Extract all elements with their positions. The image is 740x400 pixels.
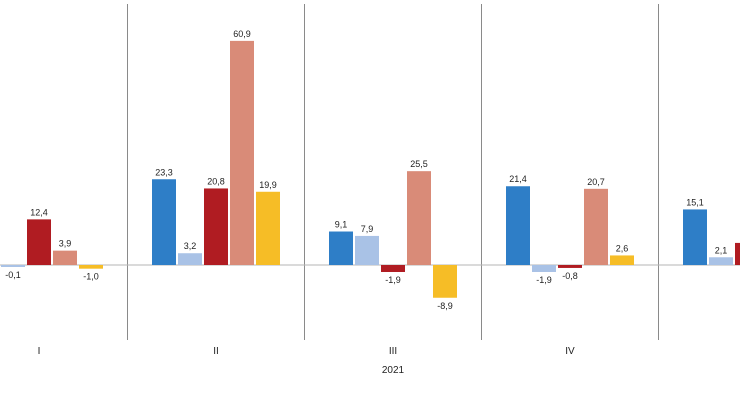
category-labels-layer: IIIIIIIVY xyxy=(38,346,575,357)
data-label: -1,9 xyxy=(536,275,552,285)
bar xyxy=(152,179,176,265)
data-label: 3,2 xyxy=(184,241,197,251)
bar xyxy=(584,188,608,265)
data-label: -1,0 xyxy=(83,272,99,282)
data-label: 20,8 xyxy=(207,176,225,186)
category-label: IV xyxy=(565,346,575,357)
data-label: 7,9 xyxy=(361,224,374,234)
data-label: -1,9 xyxy=(385,275,401,285)
bar xyxy=(178,253,202,265)
data-label: -8,9 xyxy=(437,301,453,311)
bar xyxy=(506,186,530,265)
group-separators xyxy=(127,4,659,340)
data-label: 21,4 xyxy=(509,174,527,184)
bar xyxy=(204,188,228,265)
bar xyxy=(230,40,254,265)
data-label: -0,1 xyxy=(5,270,21,280)
data-label: 2,1 xyxy=(715,245,728,255)
bar xyxy=(79,265,103,269)
data-label: 20,7 xyxy=(587,177,605,187)
bar xyxy=(381,265,405,272)
bar xyxy=(355,235,379,265)
category-label: III xyxy=(389,346,397,357)
data-label: 3,9 xyxy=(59,239,72,249)
bar xyxy=(1,265,25,267)
bar xyxy=(610,255,634,265)
data-label: 60,9 xyxy=(233,29,251,39)
bar xyxy=(735,242,740,265)
data-label: 15,1 xyxy=(686,197,704,207)
bar xyxy=(709,257,733,265)
bar xyxy=(329,231,353,265)
bars-layer xyxy=(1,40,740,298)
data-label: 23,3 xyxy=(155,167,173,177)
bar xyxy=(433,265,457,298)
data-label: 2,6 xyxy=(616,243,629,253)
bar xyxy=(532,265,556,272)
bar xyxy=(53,250,77,265)
bar xyxy=(407,171,431,265)
bar xyxy=(27,219,51,265)
data-label: 25,5 xyxy=(410,159,428,169)
category-label: II xyxy=(213,346,219,357)
bar xyxy=(256,191,280,265)
bar xyxy=(683,209,707,265)
data-label: 9,1 xyxy=(335,220,348,230)
bar xyxy=(558,265,582,268)
data-label: -0,8 xyxy=(562,271,578,281)
data-labels-layer: -0,1 12,4 3,9 -1,0 23,3 3,2 20,8 60,9 19,9 9,1 7,9… xyxy=(5,29,728,311)
data-label: 19,9 xyxy=(259,180,277,190)
year-label: 2021 xyxy=(382,365,405,376)
data-label: 12,4 xyxy=(30,207,48,217)
category-label: I xyxy=(38,346,41,357)
